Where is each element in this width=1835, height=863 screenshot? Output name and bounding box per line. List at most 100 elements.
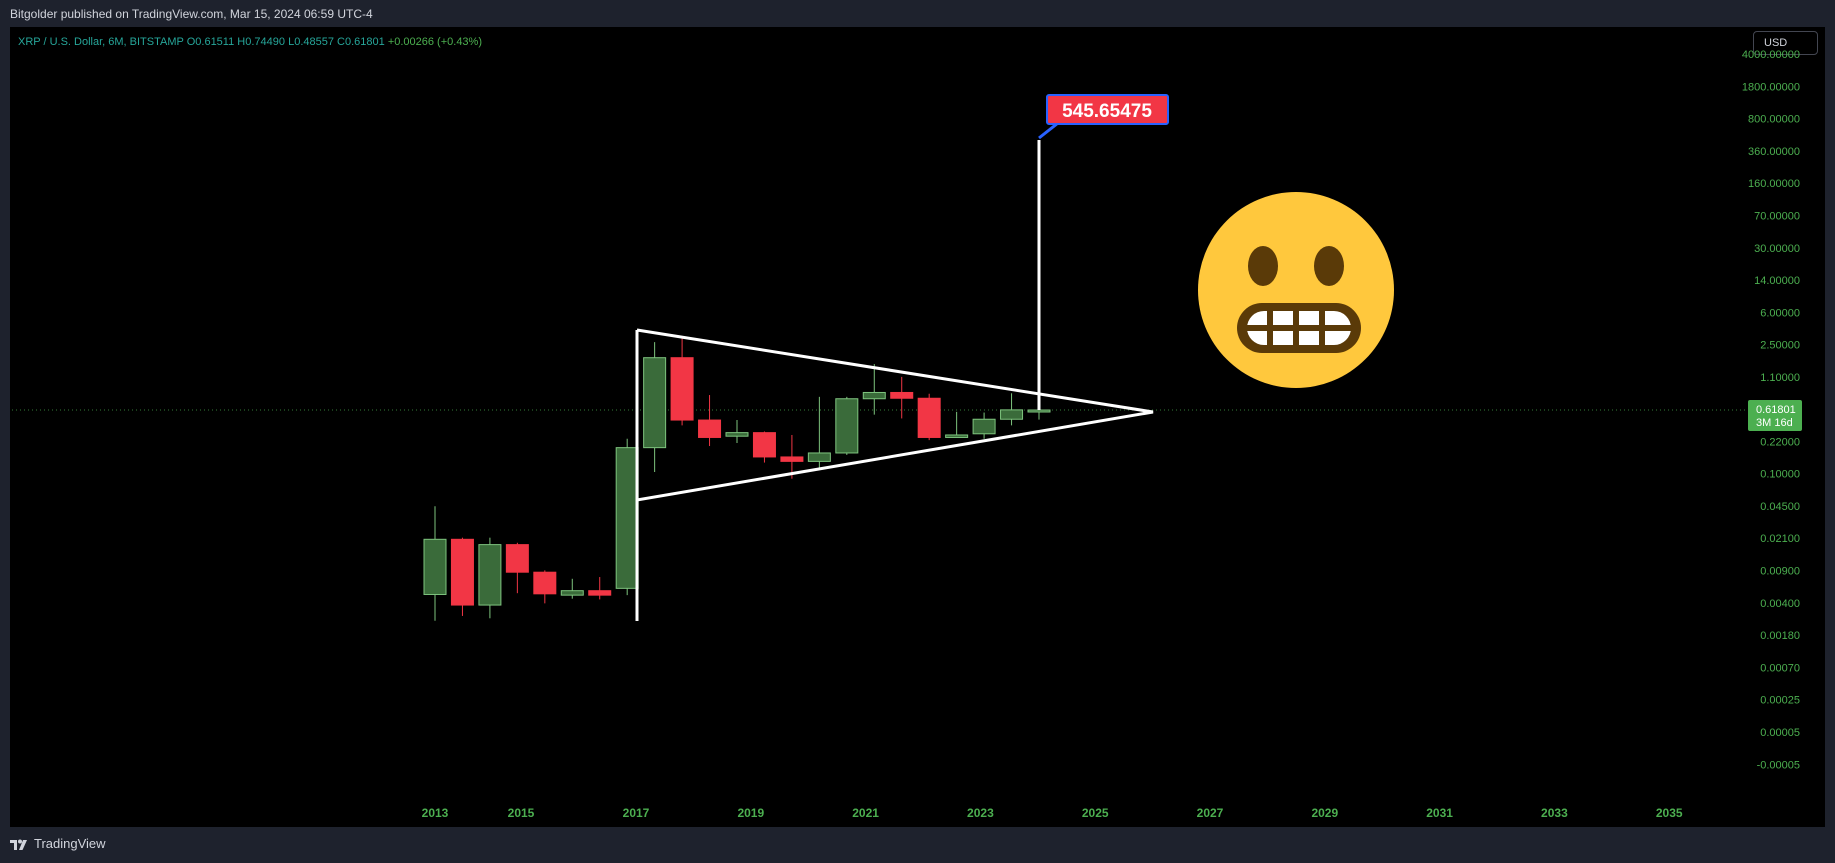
x-axis[interactable]: 2013 2015 2017 2019 2021 2023 2025 2027 2029 2031… (422, 806, 1683, 820)
publisher-bar: Bitgolder published on TradingView.com, … (0, 0, 1835, 27)
y-tick-label: 2.50000 (1760, 340, 1800, 352)
triangle-outline[interactable] (635, 328, 1154, 502)
y-tick-label: 70.00000 (1754, 211, 1800, 223)
legend-close: C0.61801 (337, 36, 385, 48)
candle-body (533, 571, 557, 595)
x-tick-label: 2023 (967, 806, 994, 820)
candle-body (1000, 409, 1024, 420)
candle-body (917, 397, 941, 438)
legend-low: L0.48557 (288, 36, 334, 48)
y-tick-label: 0.00400 (1760, 598, 1800, 610)
y-tick-label: 0.04500 (1760, 501, 1800, 513)
candle (890, 376, 914, 419)
current-price-badge: 0.61801 3M 16d (1748, 400, 1802, 431)
candle (505, 542, 529, 594)
x-tick-label: 2019 (737, 806, 764, 820)
y-tick-label: 14.00000 (1754, 275, 1800, 287)
candle (588, 577, 612, 600)
candle-body (862, 391, 886, 400)
candle (478, 537, 502, 619)
y-tick-label: 0.00180 (1760, 630, 1800, 642)
x-tick-label: 2013 (422, 806, 449, 820)
candle (807, 396, 831, 470)
candle (835, 396, 859, 455)
y-tick-label: 0.00025 (1760, 695, 1800, 707)
target-price-text: 545.65475 (1062, 101, 1152, 122)
candle-body (505, 544, 529, 573)
target-price-label[interactable]: 545.65475 (1046, 94, 1169, 125)
x-tick-label: 2021 (852, 806, 879, 820)
candle (698, 395, 722, 447)
candle (533, 570, 557, 604)
candle (560, 578, 584, 599)
candle-body (945, 434, 969, 438)
candle-body (560, 590, 584, 596)
y-tick-label: 0.00900 (1760, 566, 1800, 578)
candle-body (725, 432, 749, 437)
candle-body (423, 538, 447, 595)
candle (615, 438, 639, 596)
y-tick-label: -0.00005 (1757, 759, 1800, 771)
y-tick-label: 30.00000 (1754, 243, 1800, 255)
candle-body (643, 357, 667, 449)
y-tick-label: 1.10000 (1760, 372, 1800, 384)
chart-pane[interactable] (10, 27, 1825, 827)
candle (752, 431, 776, 463)
currency-button[interactable]: USD (1753, 31, 1818, 55)
y-tick-label: 6.00000 (1760, 307, 1800, 319)
candle-body (1027, 409, 1051, 413)
x-tick-label: 2017 (623, 806, 650, 820)
candle-body (890, 391, 914, 399)
candle-body (780, 456, 804, 462)
candle-body (807, 452, 831, 462)
publisher-line: Bitgolder published on TradingView.com, … (10, 7, 373, 21)
x-tick-label: 2027 (1197, 806, 1224, 820)
y-tick-label: 0.22000 (1760, 436, 1800, 448)
y-tick-label: 800.00000 (1748, 114, 1800, 126)
legend-high: H0.74490 (237, 36, 286, 48)
y-tick-label: 0.00070 (1760, 662, 1800, 674)
y-tick-label: 4000.00000 (1742, 49, 1800, 61)
y-tick-label: 1800.00000 (1742, 81, 1800, 93)
candle-body (588, 590, 612, 596)
candle (780, 434, 804, 479)
candles (423, 337, 1051, 621)
candle-body (478, 544, 502, 606)
x-tick-label: 2015 (508, 806, 535, 820)
candle-body (752, 432, 776, 458)
legend-open: O0.61511 (186, 36, 235, 48)
symbol-legend: XRP / U.S. Dollar, 6M, BITSTAMP O0.61511… (18, 36, 482, 48)
x-tick-label: 2033 (1541, 806, 1568, 820)
y-tick-label: 0.02100 (1760, 533, 1800, 545)
y-axis[interactable]: 4000.00000 1800.00000 800.00000 360.00000 16… (1742, 49, 1800, 771)
candle (862, 364, 886, 415)
grimacing-face-icon (1198, 192, 1394, 388)
legend-symbol[interactable]: XRP / U.S. Dollar, 6M, BITSTAMP (18, 36, 184, 48)
candle (670, 337, 694, 426)
current-price-value: 0.61801 (1756, 404, 1796, 416)
candle (725, 420, 749, 443)
candle-body (670, 357, 694, 421)
x-tick-label: 2035 (1656, 806, 1683, 820)
tradingview-icon (10, 839, 27, 850)
tradingview-logo[interactable]: TradingView (10, 836, 106, 851)
candle (945, 411, 969, 438)
candle (1000, 393, 1024, 426)
x-tick-label: 2031 (1426, 806, 1453, 820)
triangle-drawing[interactable] (635, 121, 1154, 621)
candle-body (450, 538, 474, 606)
candle (917, 393, 941, 441)
candle-body (615, 447, 639, 589)
y-tick-label: 160.00000 (1748, 178, 1800, 190)
footer-brand: TradingView (34, 836, 106, 851)
candle (972, 412, 996, 439)
y-tick-label: 0.10000 (1760, 469, 1800, 481)
x-tick-label: 2029 (1311, 806, 1338, 820)
candle-body (698, 419, 722, 438)
candle (423, 506, 447, 621)
footer-bar (0, 827, 1835, 863)
x-tick-label: 2025 (1082, 806, 1109, 820)
candle (450, 537, 474, 616)
y-tick-label: 360.00000 (1748, 146, 1800, 158)
